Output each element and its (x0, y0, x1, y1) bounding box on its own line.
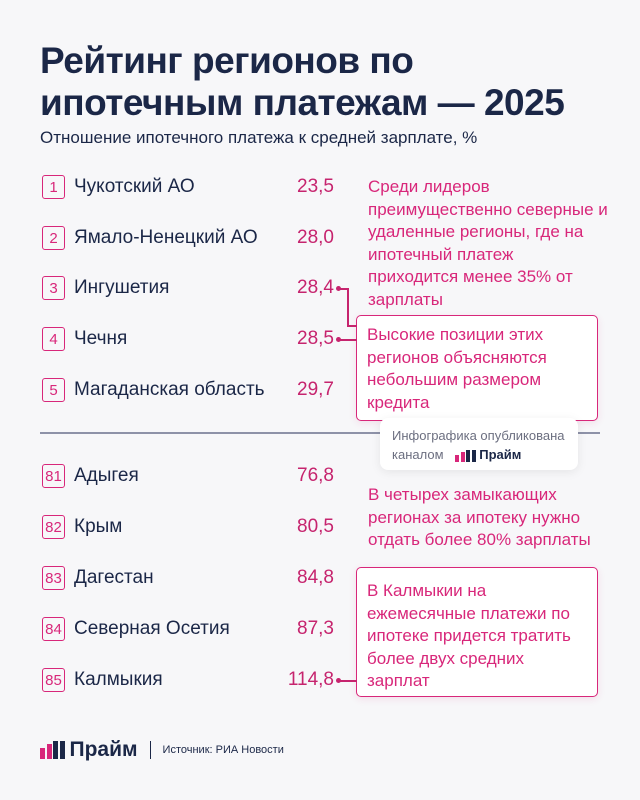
rank-badge: 4 (42, 327, 65, 351)
region-value: 23,5 (297, 176, 334, 197)
tooltip-line2: каналом (392, 447, 444, 462)
rank-badge: 5 (42, 378, 65, 402)
tooltip-line1: Инфографика опубликована (392, 428, 565, 443)
tooltip-brand: Прайм (479, 447, 522, 462)
rank-badge: 82 (42, 515, 65, 539)
footer-brand: Прайм (69, 738, 138, 761)
page-title: Рейтинг регионов по ипотечным платежам —… (40, 40, 565, 123)
connector-line (347, 325, 357, 327)
region-value: 84,8 (297, 567, 334, 588)
region-name: Калмыкия (74, 669, 163, 690)
region-value: 28,4 (297, 277, 334, 298)
rank-badge: 3 (42, 276, 65, 300)
connector-line (340, 680, 357, 682)
region-name: Чукотский АО (74, 176, 195, 197)
connector-dot (336, 286, 341, 291)
ranking-row: 1 Чукотский АО 23,5 (42, 174, 334, 200)
ranking-row: 3 Ингушетия 28,4 (42, 275, 334, 301)
region-name: Ямало-Ненецкий АО (74, 227, 258, 248)
callout-kalmykia: В Калмыкии на ежемесячные платежи по ипо… (356, 567, 598, 697)
footer-source: Источник: РИА Новости (162, 744, 284, 756)
ranking-row: 81 Адыгея 76,8 (42, 463, 334, 489)
rank-badge: 85 (42, 668, 65, 692)
connector-line (340, 339, 357, 341)
connector-line (340, 288, 348, 290)
connector-dot (336, 678, 341, 683)
footer: Прайм Источник: РИА Новости (40, 738, 284, 762)
region-value: 76,8 (297, 465, 334, 486)
rank-badge: 1 (42, 175, 65, 199)
rank-badge: 83 (42, 566, 65, 590)
ranking-row: 4 Чечня 28,5 (42, 326, 334, 352)
note-closing: В четырех замыкающих регионах за ипотеку… (368, 485, 591, 549)
footer-separator (149, 741, 151, 759)
prime-logo-icon (455, 449, 476, 462)
ranking-row: 84 Северная Осетия 87,3 (42, 616, 334, 642)
ranking-row: 83 Дагестан 84,8 (42, 565, 334, 591)
region-name: Адыгея (74, 465, 139, 486)
region-name: Крым (74, 516, 123, 537)
ranking-row: 5 Магаданская область 29,7 (42, 377, 334, 403)
divider (40, 432, 600, 434)
region-value: 28,5 (297, 328, 334, 349)
connector-dot (336, 337, 341, 342)
region-name: Чечня (74, 328, 128, 349)
region-name: Дагестан (74, 567, 154, 588)
ranking-row: 85 Калмыкия 114,8 (42, 667, 334, 693)
rank-badge: 81 (42, 464, 65, 488)
ranking-row: 2 Ямало-Ненецкий АО 28,0 (42, 225, 334, 251)
region-value: 28,0 (297, 227, 334, 248)
page-subtitle: Отношение ипотечного платежа к средней з… (40, 128, 478, 147)
connector-line (347, 288, 349, 326)
note-leaders: Среди лидеров преимущественно северные и… (368, 177, 608, 309)
rank-badge: 2 (42, 226, 65, 250)
rank-badge: 84 (42, 617, 65, 641)
published-tooltip: Инфографика опубликована каналом Прайм (380, 418, 578, 470)
callout-high-positions: Высокие позиции этих регионов объясняютс… (356, 315, 598, 421)
prime-logo-icon (40, 741, 65, 759)
ranking-row: 82 Крым 80,5 (42, 514, 334, 540)
region-value: 87,3 (297, 618, 334, 639)
region-value: 29,7 (297, 379, 334, 400)
region-name: Магаданская область (74, 379, 265, 400)
region-name: Северная Осетия (74, 618, 230, 639)
region-value: 114,8 (287, 669, 334, 690)
region-name: Ингушетия (74, 277, 170, 298)
region-value: 80,5 (297, 516, 334, 537)
